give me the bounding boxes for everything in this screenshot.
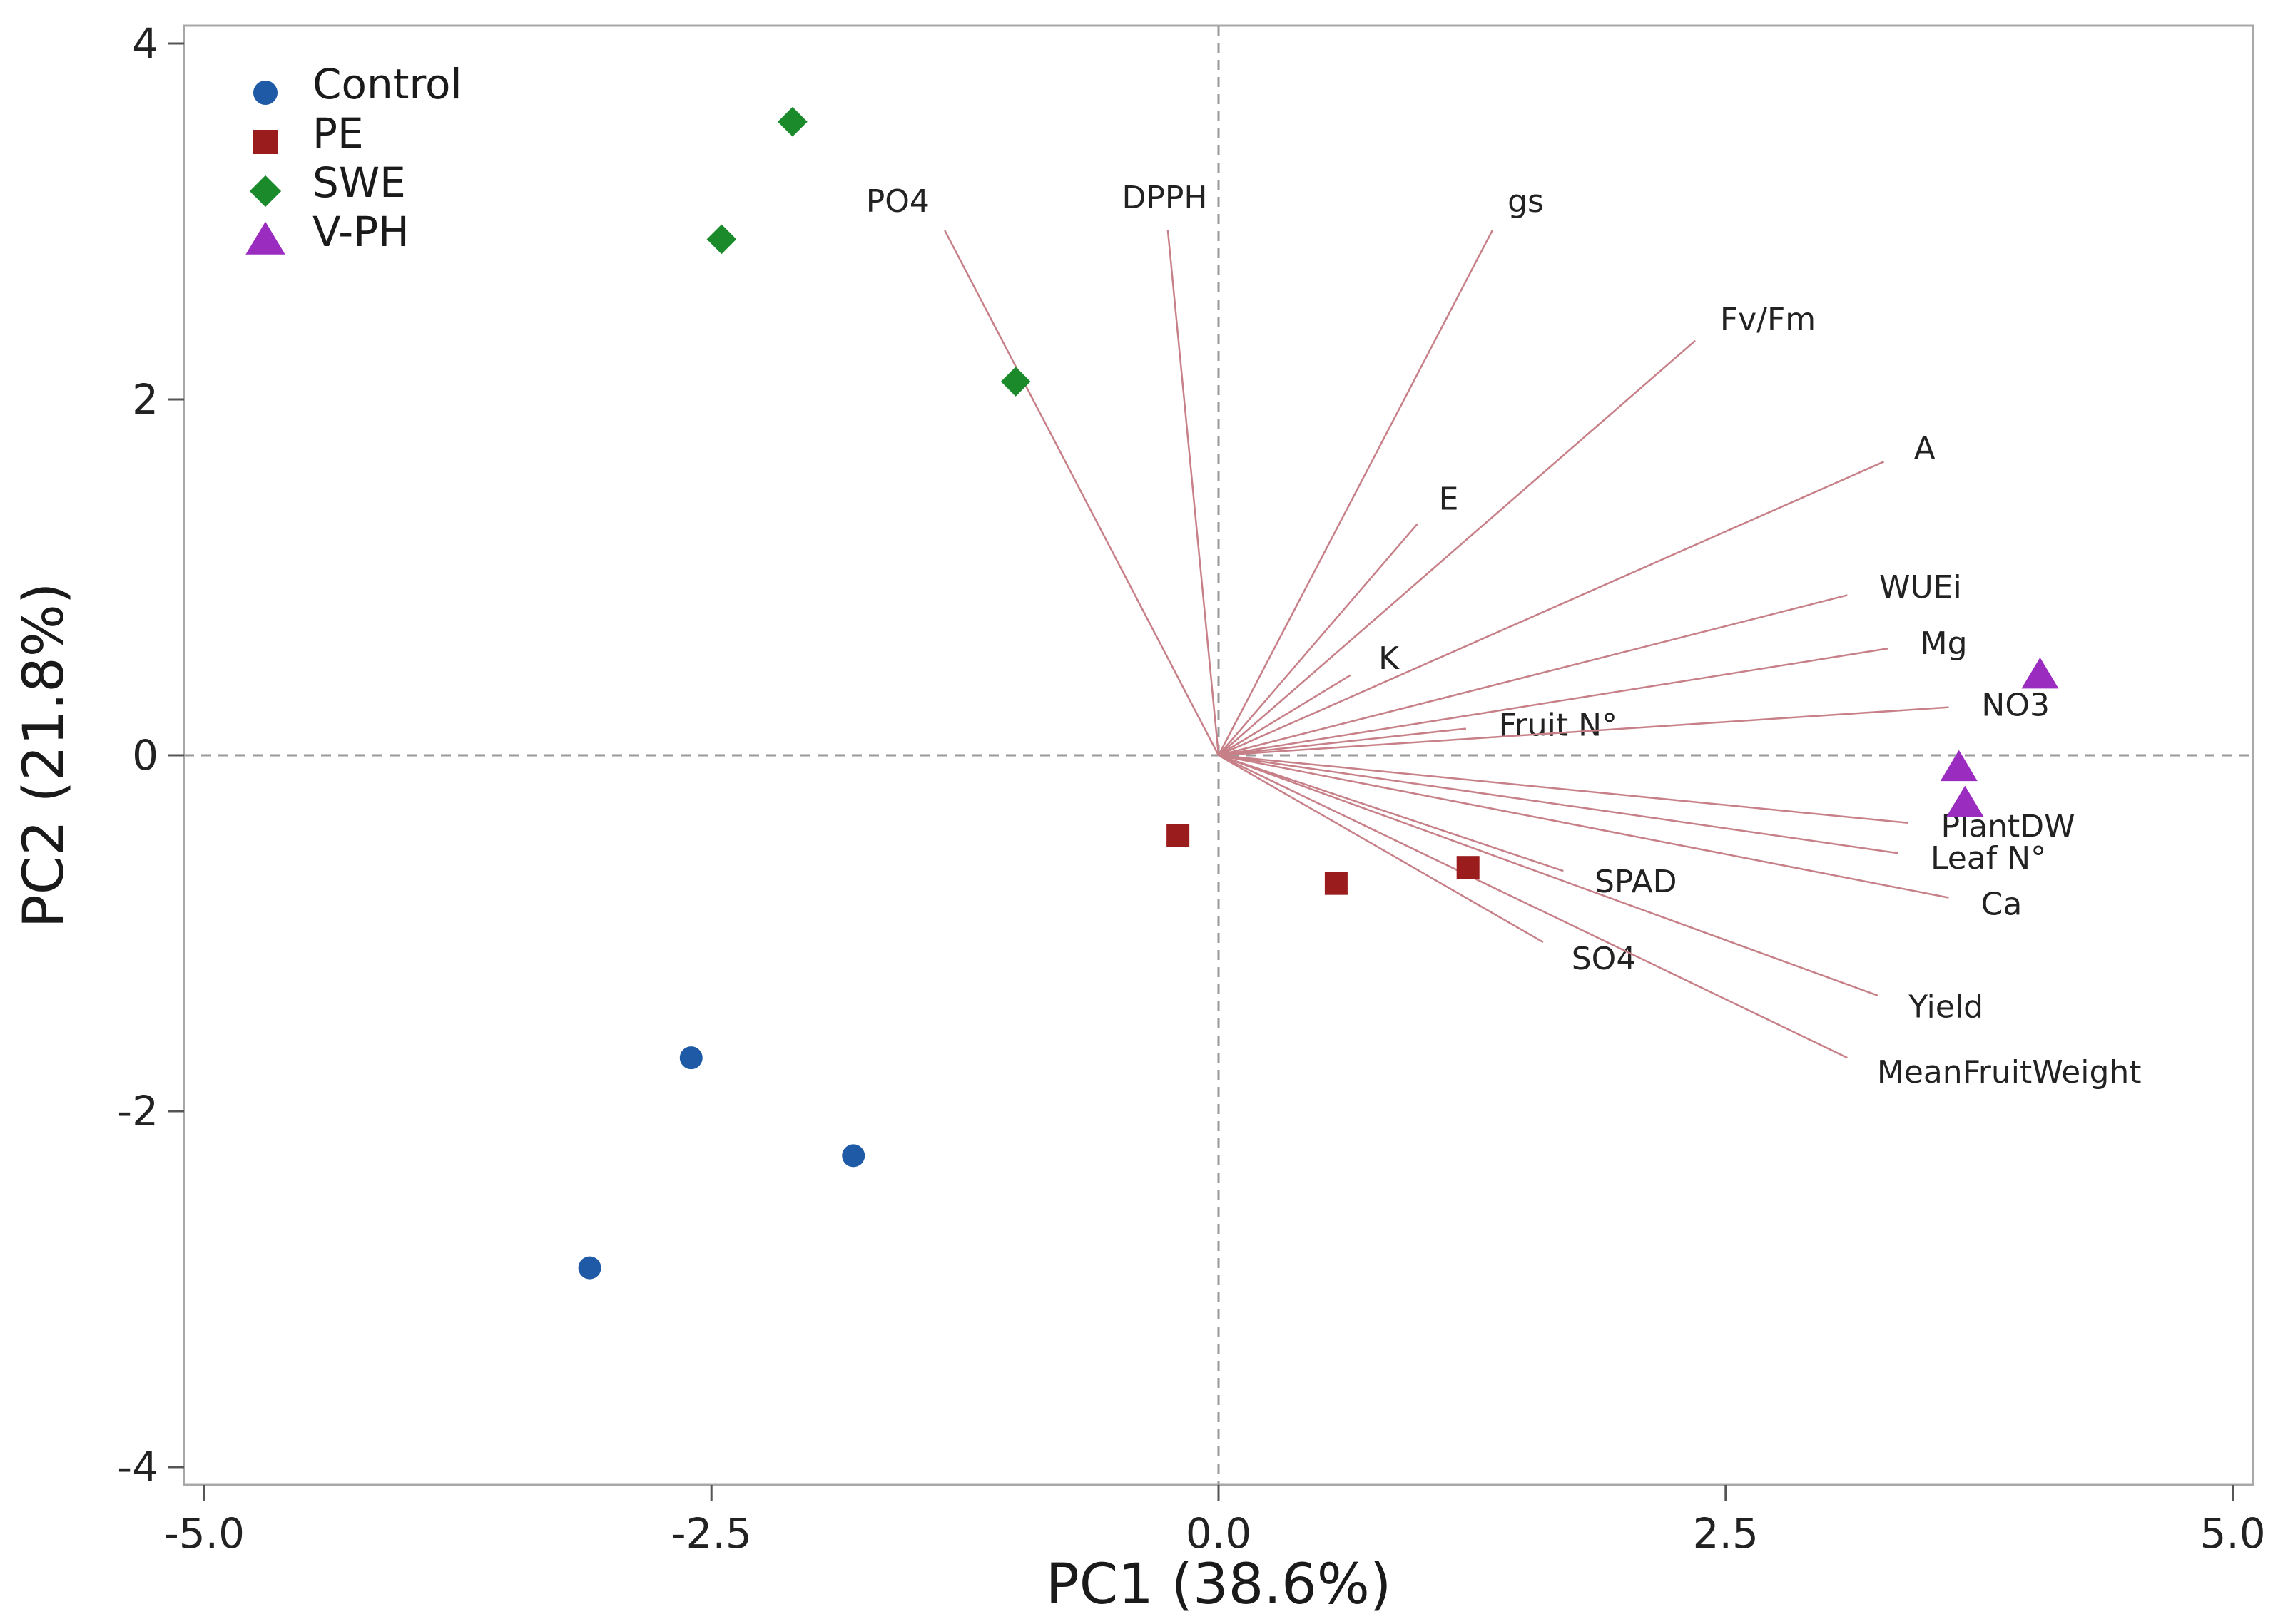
legend-label: SWE bbox=[312, 158, 406, 207]
point-pe bbox=[1166, 824, 1190, 847]
loading-label: Ca bbox=[1981, 886, 2023, 922]
legend-label: PE bbox=[312, 109, 364, 158]
loading-vector-no3 bbox=[1218, 706, 1949, 757]
point-control bbox=[679, 1046, 703, 1070]
loading-label: Mg bbox=[1921, 625, 1968, 662]
point-swe bbox=[778, 106, 808, 137]
legend-label: V-PH bbox=[312, 208, 410, 256]
loading-label: PO4 bbox=[866, 183, 930, 220]
loading-vector-wuei bbox=[1218, 594, 1848, 757]
loading-vector-meanfruitweight bbox=[1218, 754, 1848, 1059]
y-tick-label: -4 bbox=[117, 1443, 158, 1491]
loading-vector-mg bbox=[1218, 648, 1888, 757]
loading-label: K bbox=[1378, 640, 1400, 677]
legend-marker-pe bbox=[253, 130, 278, 154]
y-tick-label: 4 bbox=[132, 19, 158, 68]
loading-label: DPPH bbox=[1122, 180, 1207, 216]
y-tick-label: 2 bbox=[132, 375, 158, 424]
loading-label: NO3 bbox=[1981, 688, 2050, 724]
loading-vector-po4 bbox=[944, 230, 1220, 756]
point-v-ph bbox=[2021, 657, 2059, 689]
loading-vector-plantdw bbox=[1218, 754, 1908, 824]
x-tick-label: 5.0 bbox=[2200, 1509, 2265, 1558]
loading-label: WUEi bbox=[1879, 569, 1962, 606]
x-tick-label: -2.5 bbox=[671, 1509, 752, 1558]
loading-vector-fruit-n- bbox=[1218, 727, 1466, 757]
loading-vector-k bbox=[1218, 674, 1351, 757]
loading-vector-fv-fm bbox=[1218, 339, 1696, 756]
y-tick-label: -2 bbox=[117, 1087, 158, 1135]
loading-vector-yield bbox=[1218, 754, 1878, 997]
point-pe bbox=[1324, 872, 1348, 895]
loading-label: Yield bbox=[1908, 989, 1983, 1026]
x-tick-label: 0.0 bbox=[1186, 1509, 1251, 1558]
point-control bbox=[578, 1256, 601, 1280]
loading-vector-so4 bbox=[1218, 754, 1544, 944]
x-tick-label: 2.5 bbox=[1693, 1509, 1759, 1558]
legend-marker-control bbox=[253, 81, 278, 105]
loading-vector-leaf-n- bbox=[1218, 754, 1898, 854]
loading-vector-e bbox=[1218, 523, 1418, 756]
legend-marker-v-ph bbox=[245, 221, 285, 255]
point-control bbox=[842, 1144, 865, 1168]
loading-label: SO4 bbox=[1572, 941, 1637, 977]
axes: -5.0 -2.5 0.0 2.5 5.0 -4 -2 0 2 4 bbox=[117, 19, 2266, 1558]
loading-vector-spad bbox=[1218, 754, 1564, 872]
point-swe bbox=[1000, 367, 1031, 397]
legend-label: Control bbox=[312, 60, 462, 108]
y-axis-title: PC2 (21.8%) bbox=[12, 583, 76, 929]
loading-label: gs bbox=[1507, 183, 1544, 220]
point-pe bbox=[1456, 856, 1480, 879]
loading-label: Leaf N° bbox=[1931, 840, 2046, 877]
loading-label: A bbox=[1914, 431, 1936, 467]
loading-label: Fv/Fm bbox=[1720, 301, 1816, 337]
loading-vector-dpph bbox=[1166, 230, 1220, 756]
y-tick-label: 0 bbox=[132, 731, 158, 780]
loading-label: SPAD bbox=[1595, 864, 1677, 900]
loading-vector-gs bbox=[1217, 230, 1493, 756]
loading-vector-a bbox=[1218, 461, 1885, 757]
data-points bbox=[578, 106, 2059, 1280]
x-axis-title: PC1 (38.6%) bbox=[1046, 1553, 1392, 1617]
loading-label: Fruit N° bbox=[1499, 708, 1617, 744]
loading-label: MeanFruitWeight bbox=[1877, 1054, 2142, 1091]
loading-label: E bbox=[1439, 481, 1459, 518]
legend-marker-swe bbox=[249, 175, 282, 208]
point-v-ph bbox=[1946, 785, 1984, 817]
point-v-ph bbox=[1940, 750, 1978, 782]
loading-vector-ca bbox=[1218, 754, 1949, 899]
x-tick-label: -5.0 bbox=[164, 1509, 245, 1558]
point-swe bbox=[706, 224, 737, 255]
